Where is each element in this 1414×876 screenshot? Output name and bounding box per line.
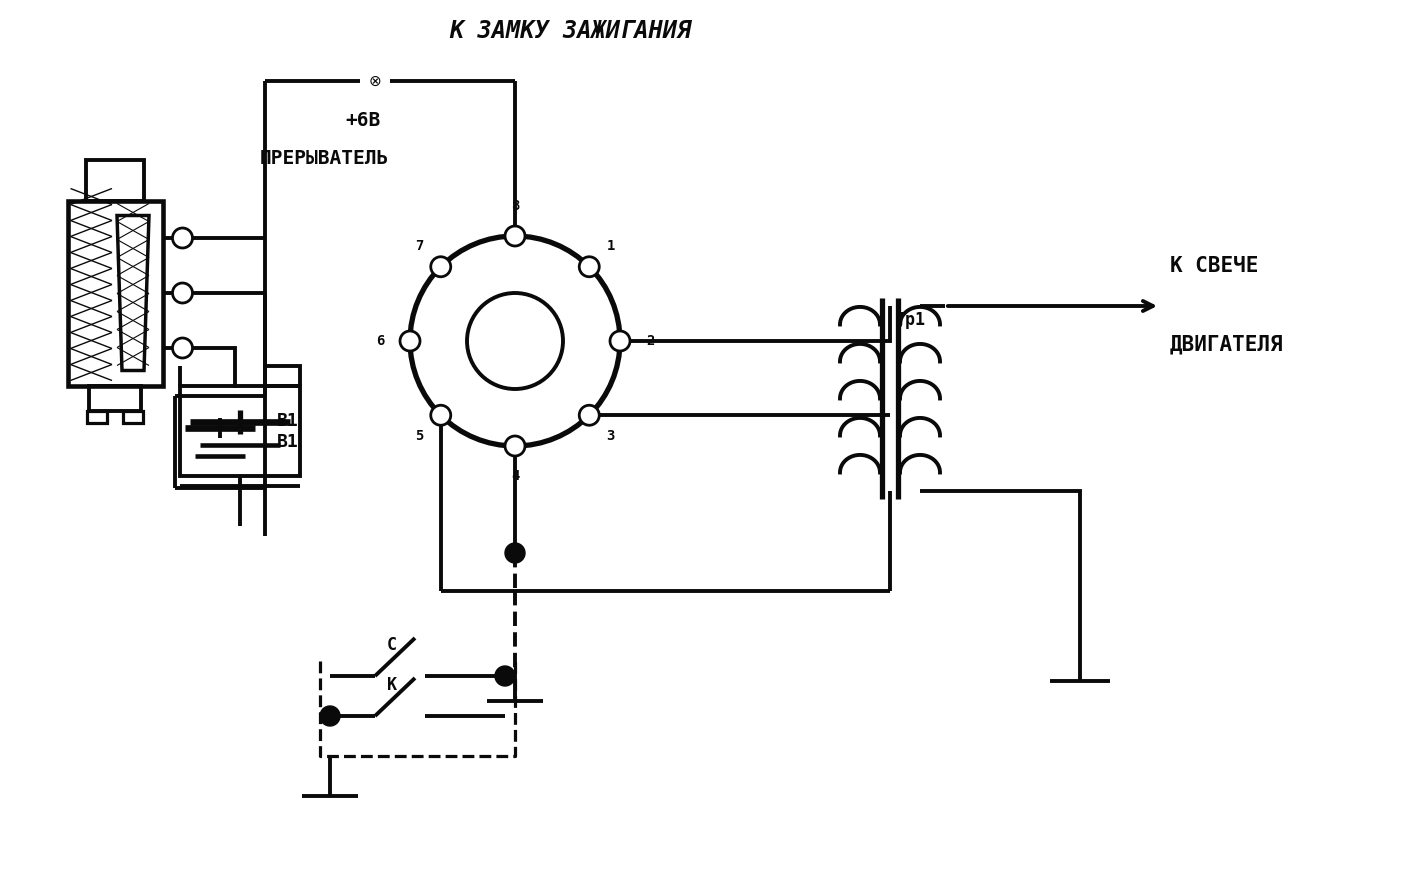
Circle shape	[431, 406, 451, 425]
Text: ДВИГАТЕЛЯ: ДВИГАТЕЛЯ	[1169, 334, 1284, 354]
Text: 5: 5	[416, 429, 424, 443]
Text: К: К	[387, 676, 397, 694]
Bar	[86, 160, 144, 201]
Circle shape	[580, 257, 600, 277]
Text: 4: 4	[510, 469, 519, 483]
Circle shape	[400, 331, 420, 351]
Text: К СВЕЧЕ: К СВЕЧЕ	[1169, 256, 1258, 276]
Bar	[68, 201, 163, 385]
Text: С: С	[387, 636, 397, 654]
Circle shape	[505, 226, 525, 246]
Bar	[88, 411, 107, 422]
Circle shape	[495, 666, 515, 686]
Text: 3: 3	[607, 429, 615, 443]
Bar	[180, 386, 300, 476]
Text: ПРЕРЫВАТЕЛЬ: ПРЕРЫВАТЕЛЬ	[260, 149, 389, 167]
Circle shape	[320, 706, 339, 726]
Text: ⊗: ⊗	[369, 74, 382, 88]
Bar	[123, 411, 143, 422]
Circle shape	[580, 406, 600, 425]
Text: К ЗАМКУ ЗАЖИГАНИЯ: К ЗАМКУ ЗАЖИГАНИЯ	[448, 19, 691, 43]
Circle shape	[505, 436, 525, 456]
Text: 8: 8	[510, 199, 519, 213]
Text: 7: 7	[416, 238, 424, 252]
Circle shape	[609, 331, 631, 351]
Circle shape	[173, 338, 192, 358]
Bar	[89, 385, 141, 411]
Text: 1: 1	[607, 238, 615, 252]
Text: +6В: +6В	[345, 111, 380, 131]
Text: В1: В1	[277, 433, 298, 451]
Text: 6: 6	[376, 334, 385, 348]
Circle shape	[505, 543, 525, 563]
Text: Тр1: Тр1	[895, 311, 925, 329]
Circle shape	[173, 228, 192, 248]
Text: В1: В1	[277, 412, 298, 430]
Circle shape	[173, 283, 192, 303]
Circle shape	[431, 257, 451, 277]
Text: 2: 2	[646, 334, 655, 348]
